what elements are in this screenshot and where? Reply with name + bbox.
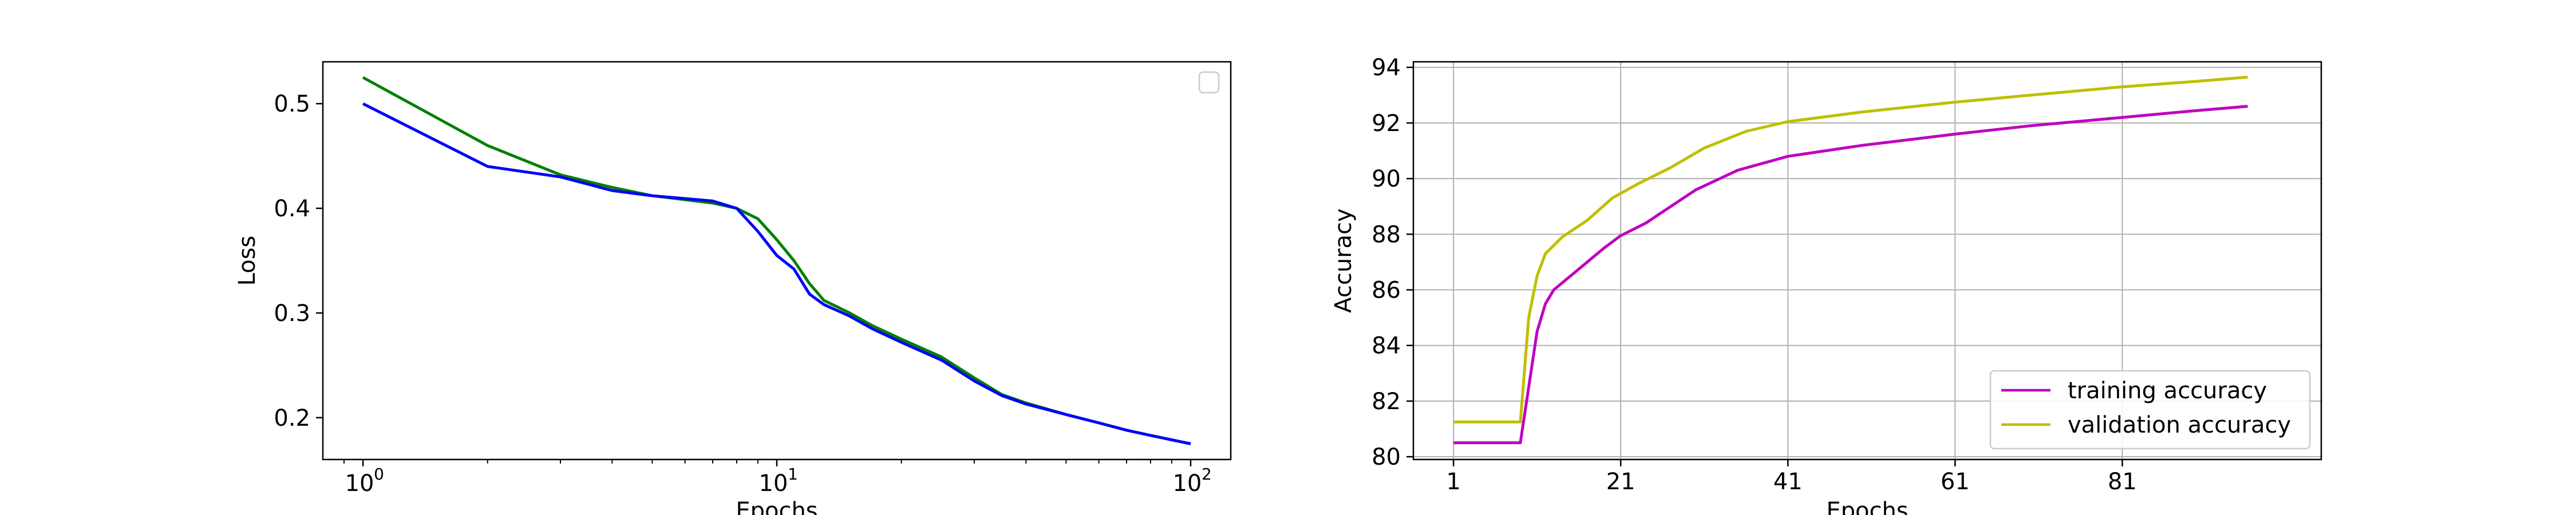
accuracy-x-tick-label: 81 — [2108, 469, 2137, 495]
accuracy-ticks: 1 21 41 61 81 80 82 84 86 88 90 92 94 — [1372, 55, 2137, 495]
accuracy-series-0-line — [1453, 105, 2248, 445]
legend-label-validation-accuracy: validation accuracy — [2068, 412, 2291, 438]
accuracy-y-tick-label: 90 — [1372, 166, 1401, 192]
loss-chart: 10 0 10 1 10 20.20.30.40.5 Loss Epochs — [234, 61, 1232, 515]
accuracy-series-1-line — [1453, 76, 2248, 423]
accuracy-y-tick-label: 84 — [1372, 333, 1401, 359]
loss-x-tick-label: 10 — [345, 470, 374, 497]
accuracy-y-tick-label: 88 — [1372, 221, 1401, 248]
loss-x-tick-label-exponent: 0 — [374, 465, 384, 484]
legend-label-training-accuracy: training accuracy — [2068, 378, 2267, 404]
accuracy-x-tick-label: 1 — [1446, 469, 1460, 495]
accuracy-legend-box — [1989, 370, 2311, 450]
loss-x-axis-label: Epochs — [736, 498, 817, 515]
loss-legend-box — [1198, 71, 1220, 94]
loss-y-tick-label: 0.2 — [274, 405, 310, 431]
accuracy-y-tick-label: 80 — [1372, 444, 1401, 470]
accuracy-x-axis-label: Epochs — [1826, 498, 1908, 515]
accuracy-legend: training accuracy validation accuracy — [1989, 370, 2311, 450]
accuracy-chart: 1 21 41 61 81 80 82 84 86 88 90 92 94 Accuracy Epoch… — [1330, 55, 2322, 515]
accuracy-x-tick-label: 21 — [1606, 469, 1635, 495]
accuracy-series-layer — [1453, 76, 2248, 445]
accuracy-y-axis-label: Accuracy — [1330, 208, 1357, 313]
loss-y-axis-label: Loss — [234, 236, 260, 286]
accuracy-y-tick-label: 86 — [1372, 278, 1401, 304]
accuracy-y-tick-label: 94 — [1372, 55, 1401, 81]
loss-x-tick-label: 10 — [1172, 470, 1202, 497]
loss-series-layer — [362, 76, 1191, 446]
loss-series-1-line — [362, 102, 1191, 446]
accuracy-y-tick-label: 92 — [1372, 110, 1401, 137]
accuracy-x-tick-label: 61 — [1941, 469, 1970, 495]
accuracy-y-tick-label: 82 — [1372, 389, 1401, 415]
accuracy-x-tick-label: 41 — [1773, 469, 1803, 495]
loss-ticks: 10 0 10 1 10 20.20.30.40.5 — [274, 91, 1211, 497]
loss-y-tick-label: 0.3 — [274, 300, 310, 327]
loss-x-tick-label-exponent: 1 — [788, 465, 798, 484]
loss-x-tick-label: 10 — [759, 470, 788, 497]
loss-y-tick-label: 0.5 — [274, 91, 310, 117]
loss-y-tick-label: 0.4 — [274, 196, 310, 222]
loss-x-tick-label-exponent: 2 — [1202, 465, 1212, 484]
accuracy-axes-frame — [1412, 61, 2322, 461]
